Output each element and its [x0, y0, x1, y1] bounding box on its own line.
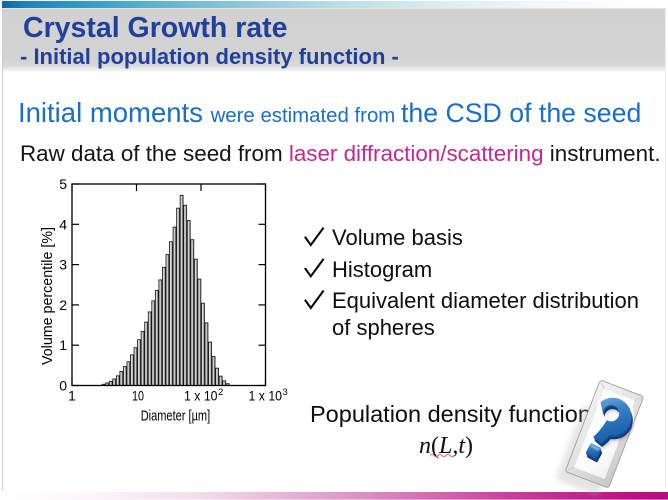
svg-text:1 x 10: 1 x 10	[184, 389, 218, 404]
svg-text:3: 3	[283, 387, 288, 398]
svg-text:1: 1	[68, 389, 76, 404]
svg-text:1 x 10: 1 x 10	[249, 389, 283, 404]
svg-text:3: 3	[59, 257, 67, 273]
svg-text:2: 2	[59, 297, 67, 313]
svg-text:4: 4	[59, 216, 67, 232]
svg-text:0: 0	[59, 378, 67, 394]
svg-text:5: 5	[59, 176, 67, 192]
svg-text:Volume percentile [%]: Volume percentile [%]	[40, 227, 56, 365]
svg-text:1: 1	[59, 337, 67, 353]
svg-text:10: 10	[132, 389, 144, 404]
svg-text:2: 2	[218, 387, 223, 398]
svg-text:Diameter [µm]: Diameter [µm]	[141, 408, 211, 425]
